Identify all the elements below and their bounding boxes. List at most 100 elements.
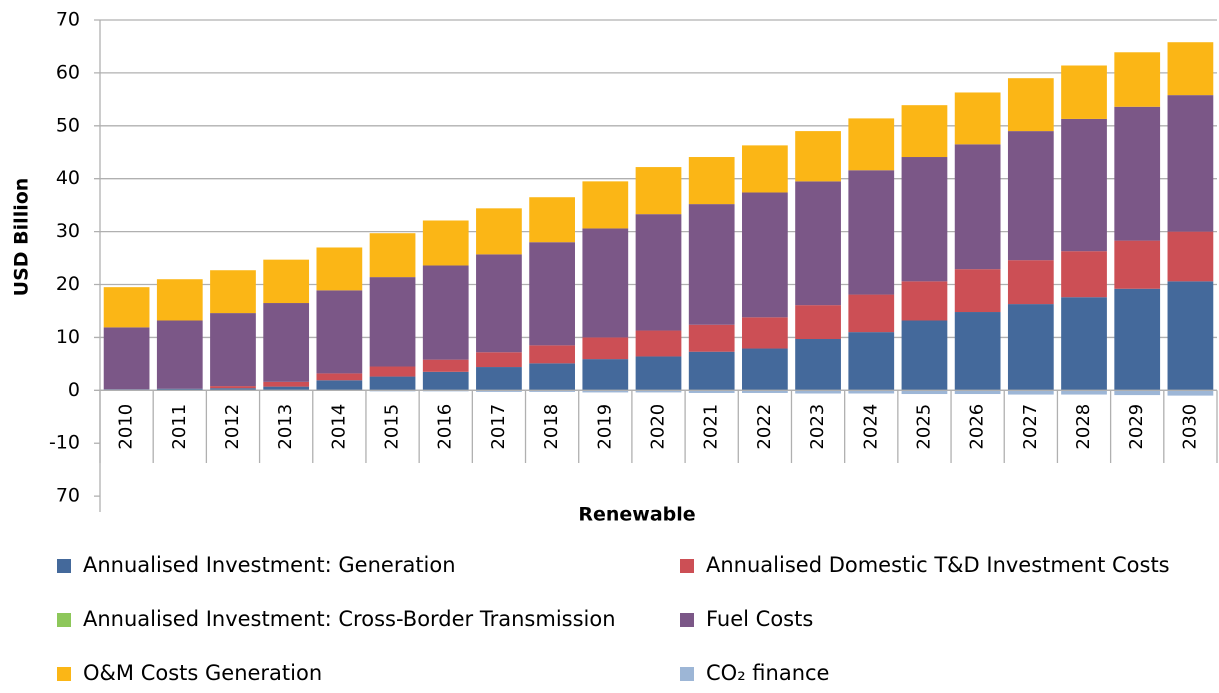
bar-segment — [210, 388, 256, 391]
bar-segment — [210, 270, 256, 314]
bar-segment — [369, 277, 416, 367]
legend-swatch — [680, 559, 694, 573]
x-tick-label: 2024 — [860, 404, 881, 450]
bar-segment — [263, 381, 310, 387]
bar-segment — [316, 247, 363, 291]
bar-segment — [1114, 106, 1161, 241]
x-tick-label: 2018 — [541, 404, 562, 450]
bar-segment — [1061, 297, 1107, 391]
y-tick-label: 60 — [56, 61, 80, 83]
bar-segment — [1167, 95, 1214, 232]
bar-segment — [1061, 118, 1107, 252]
bar-segment — [848, 332, 895, 391]
bar-segment — [954, 312, 1001, 391]
bar-segment — [156, 279, 203, 321]
bar-segment — [529, 242, 575, 346]
x-tick-label: 2015 — [382, 404, 403, 450]
bar-segment — [582, 181, 629, 229]
y-tick-label: 40 — [56, 167, 80, 189]
bar-segment — [1007, 390, 1054, 395]
legend-label: Annualised Domestic T&D Investment Costs — [706, 553, 1170, 577]
bar-segment — [688, 204, 735, 325]
bar-segment — [635, 167, 682, 215]
bar-segment — [1167, 42, 1214, 96]
bar-segment — [529, 363, 575, 391]
y-tick-label: 70 — [56, 9, 80, 31]
bar-segment — [210, 313, 256, 387]
bar-segment — [582, 228, 629, 338]
legend-label: CO₂ finance — [706, 661, 829, 685]
bar-segment — [688, 324, 735, 352]
bar-segment — [476, 352, 522, 368]
bar-segment — [1114, 288, 1161, 391]
y-axis-title: USD Billion — [11, 178, 33, 297]
bar-segment — [103, 287, 150, 328]
bar-segment — [1114, 390, 1161, 396]
bar-segment — [529, 345, 575, 364]
bar-segment — [476, 390, 522, 392]
bar-segment — [1007, 304, 1054, 391]
bar-segment — [901, 157, 948, 282]
bar-segment — [795, 305, 841, 340]
bar-segment — [582, 390, 629, 393]
bar-segment — [954, 144, 1001, 270]
bar-segment — [1114, 52, 1161, 107]
y-tick-label: 10 — [56, 326, 80, 348]
bar-segment — [316, 373, 363, 381]
y-tick-label: 20 — [56, 273, 80, 295]
x-tick-label: 2013 — [275, 404, 296, 450]
x-tick-label: 2020 — [648, 404, 669, 450]
legend-swatch — [680, 667, 694, 681]
x-tick-label: 2011 — [169, 404, 190, 450]
bar-segment — [1167, 281, 1214, 391]
y-tick-label: -10 — [49, 432, 80, 454]
y-tick-label: 0 — [68, 379, 80, 401]
bar-segment — [954, 390, 1001, 395]
y-tick-label: 50 — [56, 114, 80, 136]
bar-segment — [1061, 390, 1107, 395]
bar-segment — [316, 290, 363, 374]
bar-segment — [901, 390, 948, 395]
bar-segment — [1061, 251, 1107, 298]
x-tick-label: 2028 — [1073, 404, 1094, 450]
y-tick-label: 70 — [56, 485, 80, 507]
bar-segment — [422, 359, 469, 372]
x-tick-label: 2025 — [913, 404, 934, 450]
x-tick-label: 2019 — [594, 404, 615, 450]
bar-segment — [795, 390, 841, 394]
bar-segment — [848, 294, 895, 333]
x-tick-label: 2012 — [222, 404, 243, 450]
x-tick-label: 2022 — [754, 404, 775, 450]
bar-segment — [688, 157, 735, 205]
legend-label: O&M Costs Generation — [83, 661, 322, 685]
legend-swatch — [57, 613, 71, 627]
bar-segment — [795, 339, 841, 391]
bar-segment — [476, 208, 522, 255]
legend-label: Annualised Investment: Generation — [83, 553, 456, 577]
bar-segment — [742, 192, 788, 318]
bar-segment — [582, 337, 629, 360]
bar-segment — [1061, 65, 1107, 119]
bar-segment — [476, 254, 522, 353]
bar-segment — [529, 197, 575, 243]
x-tick-label: 2014 — [328, 404, 349, 450]
bar-segment — [369, 376, 416, 391]
bar-segment — [954, 92, 1001, 145]
bar-segment — [901, 320, 948, 391]
bar-segment — [529, 390, 575, 392]
bar-segment — [848, 118, 895, 171]
x-axis-title: Renewable — [578, 504, 695, 526]
x-tick-label: 2030 — [1179, 404, 1200, 450]
bar-segment — [422, 265, 469, 360]
bar-segment — [688, 390, 735, 393]
bar-segment — [369, 233, 416, 278]
x-tick-label: 2021 — [701, 404, 722, 450]
legend-label: Fuel Costs — [706, 607, 813, 631]
x-tick-label: 2023 — [807, 404, 828, 450]
bar-segment — [848, 170, 895, 295]
bar-segment — [795, 131, 841, 182]
bar-segment — [1007, 260, 1054, 305]
legend-swatch — [57, 559, 71, 573]
